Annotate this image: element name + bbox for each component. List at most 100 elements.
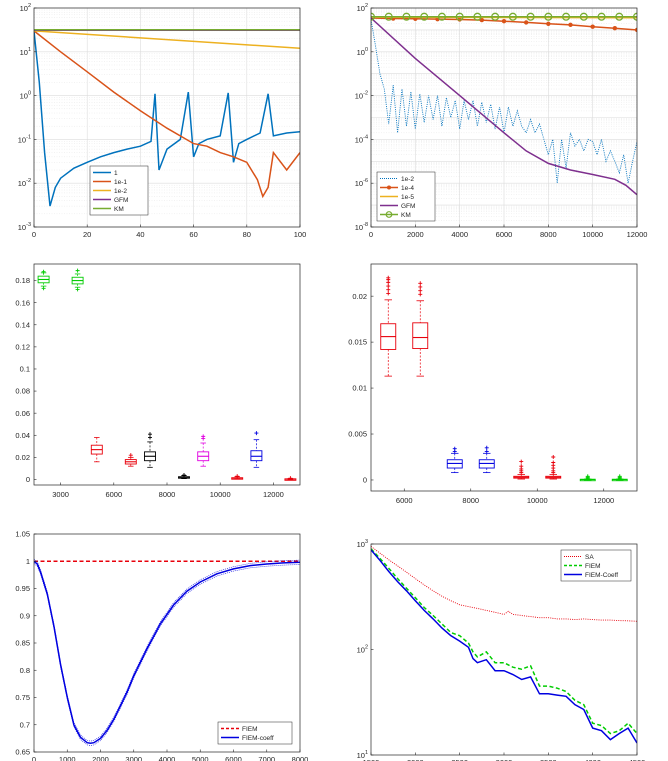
legend: 1 1e-1 1e-2 GFM KM <box>89 165 149 216</box>
box-outlier <box>41 286 46 291</box>
series-line-1 <box>371 548 637 735</box>
x-tick-label: 8000 <box>292 755 309 761</box>
legend-box <box>560 549 632 582</box>
box-plot <box>478 445 495 474</box>
axes-frame <box>370 263 638 492</box>
axes-frame <box>370 7 638 228</box>
x-tick-label: 100 <box>294 230 307 239</box>
series-marker <box>597 12 606 21</box>
box-body <box>250 450 263 462</box>
box-outlier <box>41 269 46 274</box>
x-tick-label: 80 <box>243 230 251 239</box>
box-outlier <box>128 453 133 458</box>
series-marker <box>546 21 551 26</box>
legend-label: FIEM <box>242 726 258 733</box>
plot-area <box>34 264 300 485</box>
series-line-0 <box>34 30 300 207</box>
plot-area <box>371 264 637 491</box>
x-tick-label: 1500 <box>363 758 380 761</box>
axes-frame <box>33 263 301 486</box>
y-tick-label: 1.05 <box>15 530 30 539</box>
legend: SA FIEM FIEM-Coeff <box>560 549 632 582</box>
x-tick-label: 60 <box>189 230 197 239</box>
chart-panel-3: 3000 6000 8000 10000 12000 0 0.02 0.04 0.06 0.08 0… <box>15 263 301 499</box>
series-marker <box>508 12 517 21</box>
x-tick-label: 12000 <box>263 490 284 499</box>
box-outlier <box>418 281 423 286</box>
legend-label: FIEM-Coeff <box>585 572 618 579</box>
tick-base: 10 <box>18 179 26 188</box>
series-marker <box>437 12 446 21</box>
tick-exponent: -1 <box>26 134 31 140</box>
box-plot <box>144 432 156 468</box>
tick-base: 10 <box>18 135 26 144</box>
legend-label: 1e-1 <box>114 179 127 186</box>
tick-base: 10 <box>20 4 28 13</box>
box-outlier <box>452 446 457 451</box>
x-tick-label: 0 <box>369 230 373 239</box>
box-plot <box>90 437 103 463</box>
plot-area <box>34 534 300 752</box>
tick-base: 10 <box>355 92 363 101</box>
box-plot <box>71 268 84 292</box>
x-tick-label: 10000 <box>210 490 231 499</box>
x-tick-label: 10000 <box>582 230 603 239</box>
y-tick-label: 10-1 <box>18 134 31 144</box>
x-tick-label: 8000 <box>462 496 479 505</box>
x-tick-label: 2000 <box>407 758 424 761</box>
x-tick-label: 6000 <box>396 496 413 505</box>
y-tick-label: 0.04 <box>15 431 30 440</box>
tick-base: 10 <box>355 179 363 188</box>
tick-exponent: 3 <box>365 539 368 545</box>
tick-exponent: 1 <box>28 47 31 53</box>
box-plot <box>545 454 562 480</box>
box-plot <box>446 446 463 474</box>
tick-exponent: 1 <box>365 750 368 756</box>
series-line-3 <box>371 17 637 196</box>
y-tick-label: 0.18 <box>15 276 30 285</box>
series-marker <box>562 12 571 21</box>
box-plot <box>380 275 397 377</box>
y-tick-label: 0.75 <box>15 693 30 702</box>
box-outlier <box>386 284 391 289</box>
x-tick-label: 4000 <box>451 230 468 239</box>
y-tick-label: 101 <box>357 750 368 760</box>
legend-label: 1e-2 <box>401 176 414 183</box>
y-tick-label: 10-3 <box>18 222 31 232</box>
tick-exponent: -6 <box>363 178 368 184</box>
y-tick-label: 100 <box>357 47 368 57</box>
y-tick-label: 0.005 <box>348 430 367 439</box>
series-marker <box>590 24 595 29</box>
y-tick-label: 102 <box>357 645 368 655</box>
x-tick-label: 3000 <box>125 755 142 761</box>
x-tick-label: 0 <box>32 230 36 239</box>
x-tick-label: 8000 <box>159 490 176 499</box>
y-tick-label: 0.8 <box>20 666 30 675</box>
series-confidence-line <box>34 563 300 746</box>
box-outlier <box>182 473 186 478</box>
box-outlier <box>386 287 391 292</box>
tick-base: 10 <box>20 92 28 101</box>
legend-label: 1e-5 <box>401 194 414 201</box>
y-tick-label: 102 <box>357 3 368 13</box>
box-outlier <box>484 449 489 454</box>
chart-panel-6: 1500 2000 2500 3000 3500 4000 4500 SA FIEM FIEM-C… <box>357 539 646 761</box>
box-outlier <box>75 287 80 292</box>
legend-marker <box>387 185 391 190</box>
y-tick-label: 0.7 <box>20 720 30 729</box>
legend-label: FIEM-coeff <box>242 735 274 742</box>
axes-frame <box>33 7 301 228</box>
series-marker <box>455 12 464 21</box>
box-plot <box>579 474 596 482</box>
x-tick-label: 12000 <box>627 230 648 239</box>
x-tick-label: 2500 <box>451 758 468 761</box>
series-marker <box>526 12 535 21</box>
legend-marker <box>385 211 393 218</box>
box-outlier <box>254 431 259 436</box>
x-tick-label: 7000 <box>258 755 275 761</box>
series-line-1 <box>34 30 300 199</box>
x-tick-label: 3000 <box>496 758 513 761</box>
box-plot <box>37 269 50 291</box>
legend-label: KM <box>401 212 411 219</box>
